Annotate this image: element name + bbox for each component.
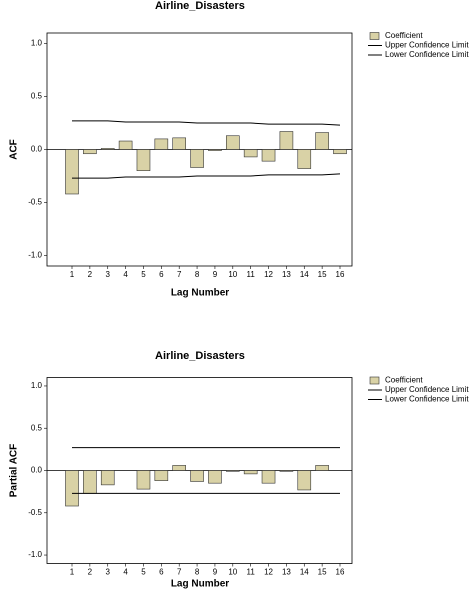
- bar: [100, 470, 115, 486]
- bar: [65, 470, 79, 507]
- x-tick-label: 16: [336, 568, 345, 577]
- x-tick-label: 9: [213, 270, 218, 279]
- bar: [333, 149, 347, 155]
- bar: [172, 465, 186, 471]
- bar: [226, 470, 240, 472]
- bar: [279, 131, 294, 150]
- x-tick-label: 6: [159, 270, 164, 279]
- confidence-line: [72, 120, 341, 126]
- y-axis-label: ACF: [9, 139, 20, 160]
- x-tick-label: 3: [106, 270, 111, 279]
- x-tick-label: 6: [159, 568, 164, 577]
- y-tick-label: 1.0: [31, 381, 43, 390]
- bar: [279, 470, 294, 472]
- x-tick-label: 8: [195, 568, 200, 577]
- x-tick-label: 3: [106, 568, 111, 577]
- bar: [261, 470, 276, 484]
- bar: [208, 470, 222, 484]
- legend-swatch: [369, 32, 380, 40]
- x-tick-label: 5: [141, 270, 146, 279]
- bar: [154, 138, 169, 150]
- x-tick-label: 9: [213, 568, 218, 577]
- bar: [297, 149, 312, 169]
- x-tick-label: 15: [318, 270, 327, 279]
- legend-label: Lower Confidence Limit: [385, 50, 469, 59]
- x-tick-label: 5: [141, 568, 146, 577]
- bar: [297, 470, 312, 491]
- x-tick-label: 10: [228, 270, 237, 279]
- y-tick-label: 1.0: [31, 39, 43, 48]
- bar: [243, 470, 258, 475]
- x-axis-label: Lag Number: [171, 288, 229, 299]
- y-axis-label: Partial ACF: [9, 444, 20, 498]
- bar: [261, 149, 276, 162]
- legend-label: Coefficient: [385, 31, 423, 40]
- bar: [226, 135, 240, 150]
- x-tick-label: 4: [123, 270, 128, 279]
- x-tick-label: 7: [177, 568, 182, 577]
- y-tick-label: -1.0: [28, 550, 42, 559]
- y-tick-label: -0.5: [28, 198, 42, 207]
- bar: [154, 470, 169, 481]
- chart-title: Airline_Disasters: [155, 0, 245, 12]
- y-tick-label: -1.0: [28, 251, 42, 260]
- x-axis-label: Lag Number: [171, 579, 229, 590]
- bar: [208, 149, 222, 151]
- legend-label: Lower Confidence Limit: [385, 395, 469, 404]
- x-tick-label: 1: [70, 270, 75, 279]
- chart-title: Airline_Disasters: [155, 350, 245, 362]
- legend-label: Coefficient: [385, 376, 423, 385]
- x-tick-label: 15: [318, 568, 327, 577]
- confidence-line: [72, 173, 341, 179]
- x-tick-label: 1: [70, 568, 75, 577]
- bar: [136, 470, 151, 490]
- bar: [190, 470, 204, 482]
- bar: [243, 149, 258, 158]
- legend-label: Upper Confidence Limit: [385, 385, 469, 394]
- bar: [172, 137, 186, 150]
- bar: [83, 470, 97, 494]
- x-tick-label: 11: [247, 568, 256, 577]
- x-tick-label: 2: [88, 568, 93, 577]
- bar: [118, 140, 133, 150]
- bar: [83, 149, 97, 155]
- x-tick-label: 12: [264, 270, 273, 279]
- y-tick-label: 0.5: [31, 92, 43, 101]
- bar: [315, 465, 329, 471]
- bar: [190, 149, 204, 168]
- x-tick-label: 14: [300, 568, 309, 577]
- bar: [65, 149, 79, 195]
- x-tick-label: 7: [177, 270, 182, 279]
- x-tick-label: 4: [123, 568, 128, 577]
- x-tick-label: 10: [228, 568, 237, 577]
- bar: [136, 149, 151, 171]
- x-tick-label: 16: [336, 270, 345, 279]
- x-tick-label: 13: [282, 270, 291, 279]
- x-tick-label: 14: [300, 270, 309, 279]
- y-tick-label: 0.0: [31, 466, 43, 475]
- x-tick-label: 11: [247, 270, 256, 279]
- bar: [315, 132, 329, 150]
- legend-label: Upper Confidence Limit: [385, 41, 469, 50]
- x-tick-label: 12: [264, 568, 273, 577]
- x-tick-label: 13: [282, 568, 291, 577]
- x-tick-label: 2: [88, 270, 93, 279]
- y-tick-label: 0.5: [31, 423, 43, 432]
- legend-swatch: [369, 376, 380, 385]
- y-tick-label: -0.5: [28, 508, 42, 517]
- x-tick-label: 8: [195, 270, 200, 279]
- y-tick-label: 0.0: [31, 145, 43, 154]
- bar: [100, 148, 115, 150]
